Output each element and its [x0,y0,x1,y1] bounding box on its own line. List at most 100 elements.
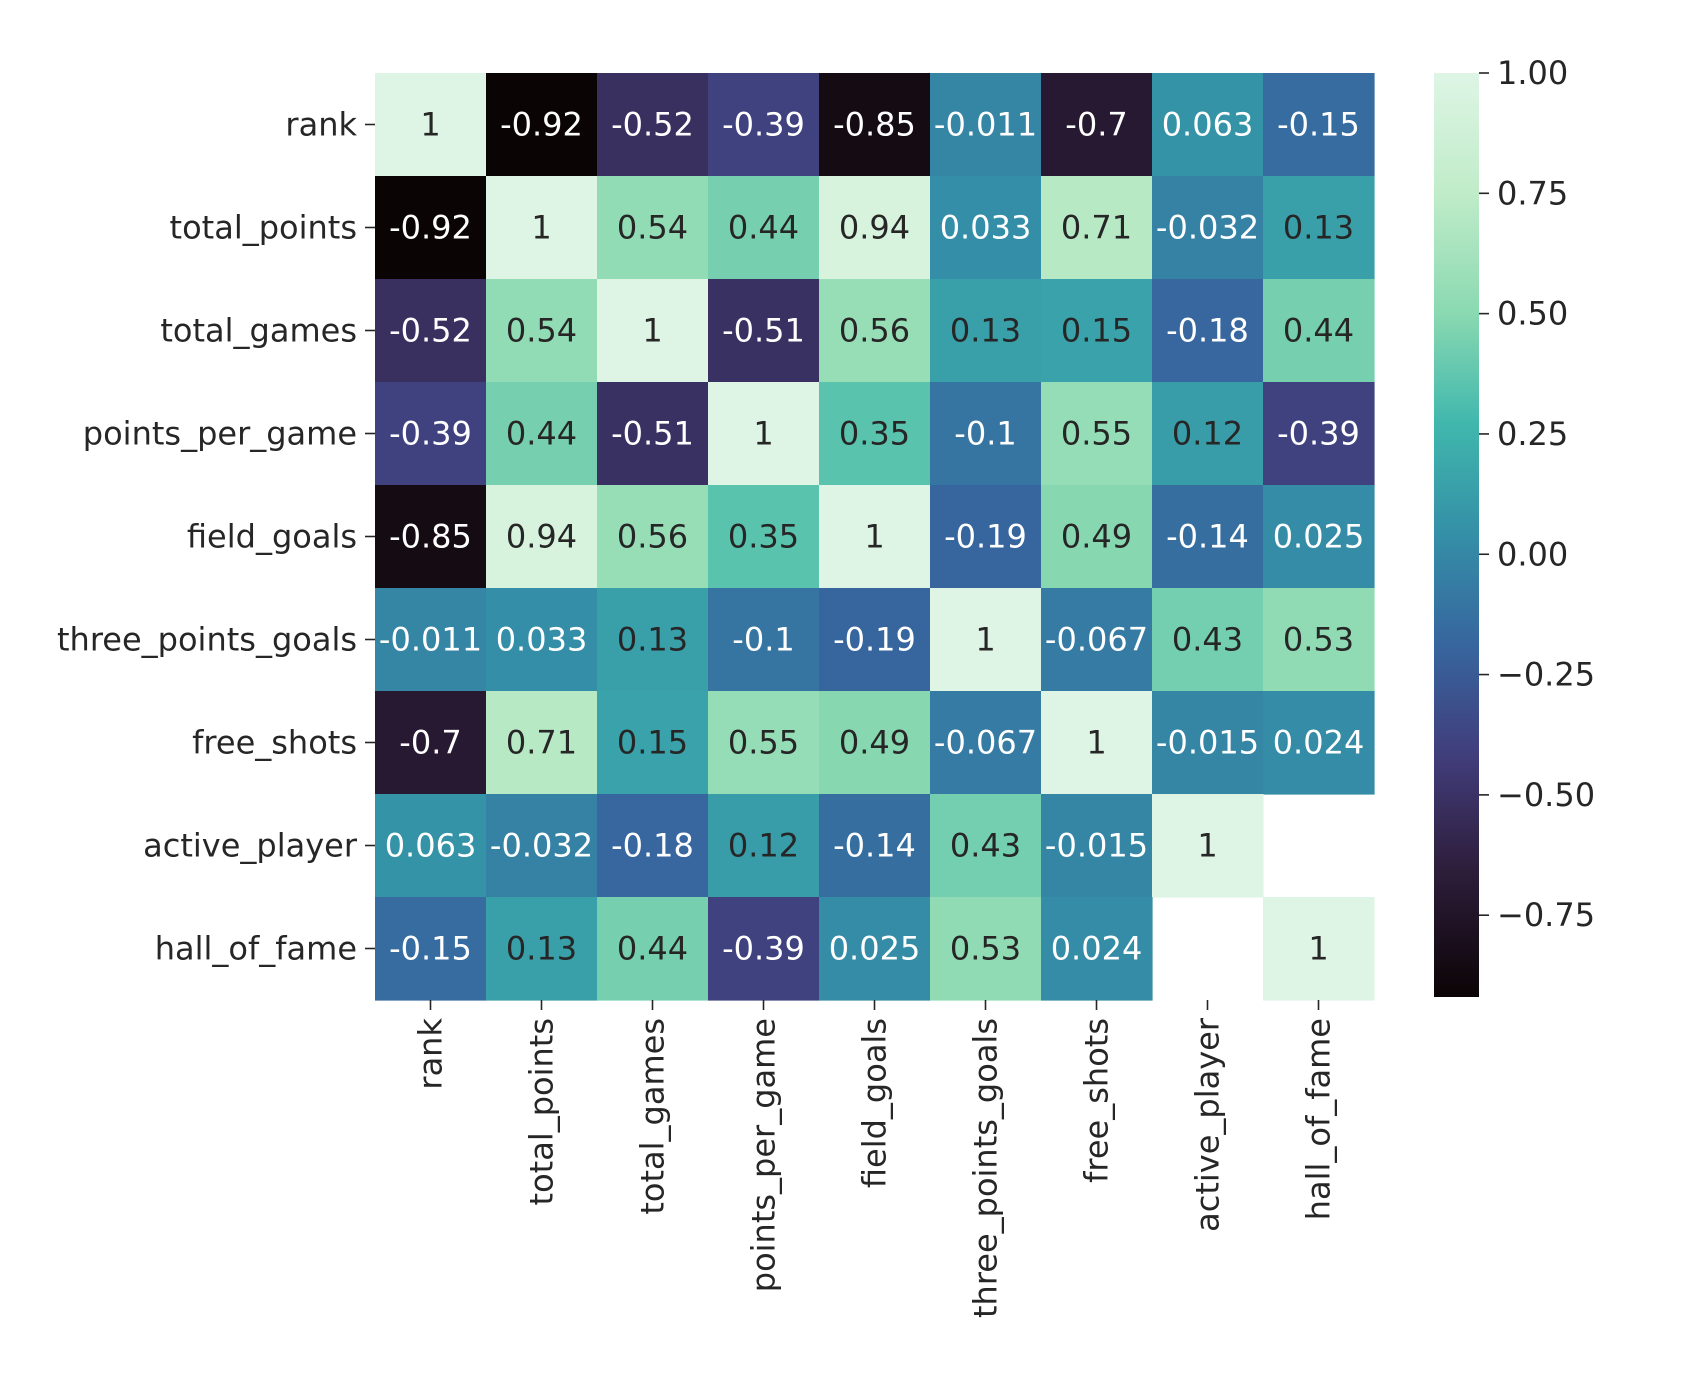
x-tick-label: three_points_goals [967,1018,1005,1318]
cell-annotation: -0.19 [833,621,916,659]
cell-annotation: 1 [1086,724,1106,762]
cell-annotation: 0.94 [506,518,577,556]
heatmap-cell [1041,485,1153,589]
y-tick-label: total_games [160,312,357,350]
cell-annotation: 0.54 [506,312,577,350]
heatmap-cell [708,73,820,177]
cell-annotation: 0.063 [385,827,477,865]
cell-annotation: -0.39 [389,415,472,453]
cell-annotation: 0.49 [1061,518,1132,556]
cell-annotation: 0.033 [940,209,1032,247]
cell-annotation: -0.067 [1045,621,1148,659]
heatmap-cell [819,176,931,280]
heatmap-cell [375,279,487,383]
heatmap-cell [1152,588,1264,692]
colorbar-tick-label: 0.50 [1497,295,1568,333]
cell-annotation: 1 [1308,930,1328,968]
colorbar-tick-label: 0.00 [1497,535,1568,573]
cell-annotation: 0.43 [1172,621,1243,659]
heatmap-cell [930,588,1042,692]
heatmap-cell [375,73,487,177]
cell-annotation: 1 [975,621,995,659]
heatmap-cell [486,691,598,795]
cell-annotation: 0.12 [1172,415,1243,453]
heatmap-cell [375,897,487,1001]
cell-annotation: -0.015 [1156,724,1259,762]
heatmap-cell [819,73,931,177]
heatmap-cell [819,897,931,1001]
cell-annotation: 1 [864,518,884,556]
cell-annotation: -0.1 [732,621,794,659]
colorbar-gradient [1434,73,1479,997]
colorbar-tick-label: −0.75 [1497,896,1595,934]
heatmap-cell [1041,897,1153,1001]
cell-annotation: 0.55 [1061,415,1132,453]
x-tick-label: points_per_game [745,1018,783,1292]
heatmap-cell [597,897,709,1001]
cell-annotation: 0.024 [1051,930,1143,968]
cell-annotation: 0.13 [950,312,1021,350]
cell-annotation: 1 [531,209,551,247]
cell-annotation: 0.54 [617,209,688,247]
cell-annotation: -0.92 [389,209,472,247]
heatmap-cell [1263,73,1375,177]
heatmap-cell [1152,691,1264,795]
heatmap-cell [708,382,820,486]
heatmap-cell [930,279,1042,383]
cell-annotation: 0.13 [617,621,688,659]
x-tick-label: hall_of_fame [1300,1018,1338,1220]
heatmap-cell [708,691,820,795]
cell-annotation: -0.015 [1045,827,1148,865]
heatmap-cell [1152,794,1264,898]
cell-annotation: 0.15 [617,724,688,762]
heatmap-cell [930,176,1042,280]
y-tick-label: field_goals [187,518,357,556]
heatmap-cell [486,897,598,1001]
cell-annotation: -0.18 [1166,312,1249,350]
cell-annotation: -0.7 [1065,106,1127,144]
heatmap-cell [1263,176,1375,280]
cell-annotation: -0.52 [389,312,472,350]
cell-annotation: 0.13 [506,930,577,968]
heatmap-cell [819,485,931,589]
cell-annotation: -0.1 [954,415,1016,453]
cell-annotation: 1 [420,106,440,144]
heatmap-cell [819,279,931,383]
heatmap-cell [597,485,709,589]
heatmap-cell [486,382,598,486]
y-axis-tick-labels: rank total_points total_games points_per_ga… [57,106,375,968]
cell-annotation: -0.51 [611,415,694,453]
cell-annotation: -0.032 [490,827,593,865]
heatmap-cell [930,794,1042,898]
heatmap-cell [1263,897,1375,1001]
colorbar-tick-label: 0.25 [1497,415,1568,453]
y-tick-label: active_player [143,827,358,865]
heatmap-cell [486,176,598,280]
colorbar: 1.00 0.75 0.50 0.25 0.00 −0.25 −0.50 −0.75 [1434,54,1595,997]
cell-annotations: 1 -0.92 -0.52 -0.39 -0.85 -0.011 -0.7 0.063 -0.1… [379,106,1364,968]
cell-annotation: 1 [753,415,773,453]
heatmap-cell [597,794,709,898]
heatmap-cells [375,73,1375,1001]
heatmap-cell [1041,176,1153,280]
cell-annotation: 0.44 [1283,312,1354,350]
heatmap-cell [486,794,598,898]
heatmap-cell [1152,382,1264,486]
cell-annotation: 0.53 [950,930,1021,968]
colorbar-tick-label: −0.25 [1497,656,1595,694]
colorbar-tick-label: 1.00 [1497,54,1568,92]
y-tick-label: free_shots [192,724,357,762]
cell-annotation: 0.35 [728,518,799,556]
colorbar-tick-label: 0.75 [1497,174,1568,212]
cell-annotation: 0.025 [829,930,921,968]
cell-annotation: -0.39 [722,106,805,144]
cell-annotation: -0.14 [833,827,916,865]
cell-annotation: 0.024 [1273,724,1365,762]
heatmap-cell [597,588,709,692]
heatmap-cell [1263,382,1375,486]
heatmap-cell [597,279,709,383]
cell-annotation: -0.011 [379,621,482,659]
heatmap-cell [1041,279,1153,383]
